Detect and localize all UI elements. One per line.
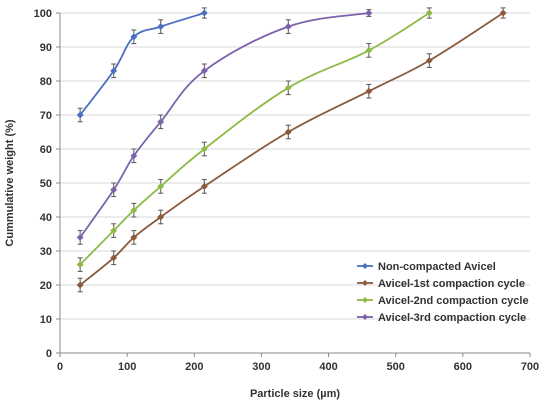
data-point	[110, 254, 118, 262]
legend-item: Avicel-1st compaction cycle	[357, 278, 525, 290]
legend-label: Non-compacted Avicel	[378, 261, 496, 273]
data-point	[157, 23, 165, 31]
data-point	[76, 261, 84, 269]
legend-item: Avicel-2nd compaction cycle	[357, 295, 529, 307]
legend-swatch-marker	[362, 314, 368, 320]
axis-layer: 0 10 20 30 40 50 60 70 80 90 100 0 100 200 300 400 500 60…	[34, 8, 540, 373]
x-tick-label: 500	[387, 361, 405, 373]
data-point	[200, 182, 208, 190]
data-point	[365, 9, 373, 17]
data-point	[157, 118, 165, 126]
y-tick-label: 0	[46, 348, 52, 360]
series-line	[79, 12, 430, 266]
series-4	[76, 9, 373, 245]
x-tick-label: 600	[454, 361, 472, 373]
data-point	[110, 186, 118, 194]
y-tick-label: 80	[40, 76, 52, 88]
legend-label: Avicel-1st compaction cycle	[378, 278, 525, 290]
data-point	[284, 23, 292, 31]
series-line	[79, 12, 205, 116]
legend-swatch-marker	[362, 280, 368, 286]
y-tick-label: 70	[40, 110, 52, 122]
data-point	[499, 9, 507, 17]
data-point	[157, 182, 165, 190]
data-point	[425, 9, 433, 17]
x-tick-label: 700	[521, 361, 539, 373]
data-point	[284, 84, 292, 92]
data-point	[365, 87, 373, 95]
legend-item: Avicel-3rd compaction cycle	[357, 312, 526, 324]
legend-item: Non-compacted Avicel	[357, 261, 496, 273]
x-tick-label: 300	[252, 361, 270, 373]
data-point	[76, 281, 84, 289]
legend-label: Avicel-2nd compaction cycle	[378, 295, 529, 307]
y-tick-label: 60	[40, 144, 52, 156]
data-point	[425, 57, 433, 65]
y-tick-label: 50	[40, 178, 52, 190]
data-point	[130, 206, 138, 214]
y-tick-label: 100	[34, 8, 52, 20]
data-point	[110, 67, 118, 75]
legend-swatch-marker	[362, 297, 368, 303]
data-point	[76, 111, 84, 119]
x-tick-label: 200	[185, 361, 203, 373]
x-tick-label: 0	[57, 361, 63, 373]
y-tick-label: 30	[40, 246, 52, 258]
y-tick-label: 20	[40, 280, 52, 292]
series-1	[76, 7, 208, 123]
data-point	[200, 145, 208, 153]
data-point	[76, 233, 84, 241]
y-tick-label: 90	[40, 42, 52, 54]
x-tick-label: 100	[118, 361, 136, 373]
data-point	[284, 128, 292, 136]
data-point	[200, 67, 208, 75]
grid-layer	[60, 12, 530, 320]
y-tick-label: 40	[40, 212, 52, 224]
data-point	[200, 9, 208, 17]
data-point	[130, 233, 138, 241]
series-layer	[76, 7, 507, 293]
y-axis-title: Cummulative weight (%)	[4, 119, 16, 246]
data-point	[110, 227, 118, 235]
series-3	[76, 7, 433, 272]
series-line	[79, 12, 504, 286]
legend: Non-compacted Avicel Avicel-1st compactio…	[357, 261, 529, 324]
data-point	[130, 33, 138, 41]
data-point	[157, 213, 165, 221]
legend-label: Avicel-3rd compaction cycle	[378, 312, 526, 324]
x-axis-title: Particle size (µm)	[250, 388, 340, 400]
data-point	[365, 46, 373, 54]
legend-swatch-marker	[362, 263, 368, 269]
y-tick-label: 10	[40, 314, 52, 326]
x-tick-label: 400	[319, 361, 337, 373]
series-2	[76, 7, 507, 293]
data-point	[130, 152, 138, 160]
